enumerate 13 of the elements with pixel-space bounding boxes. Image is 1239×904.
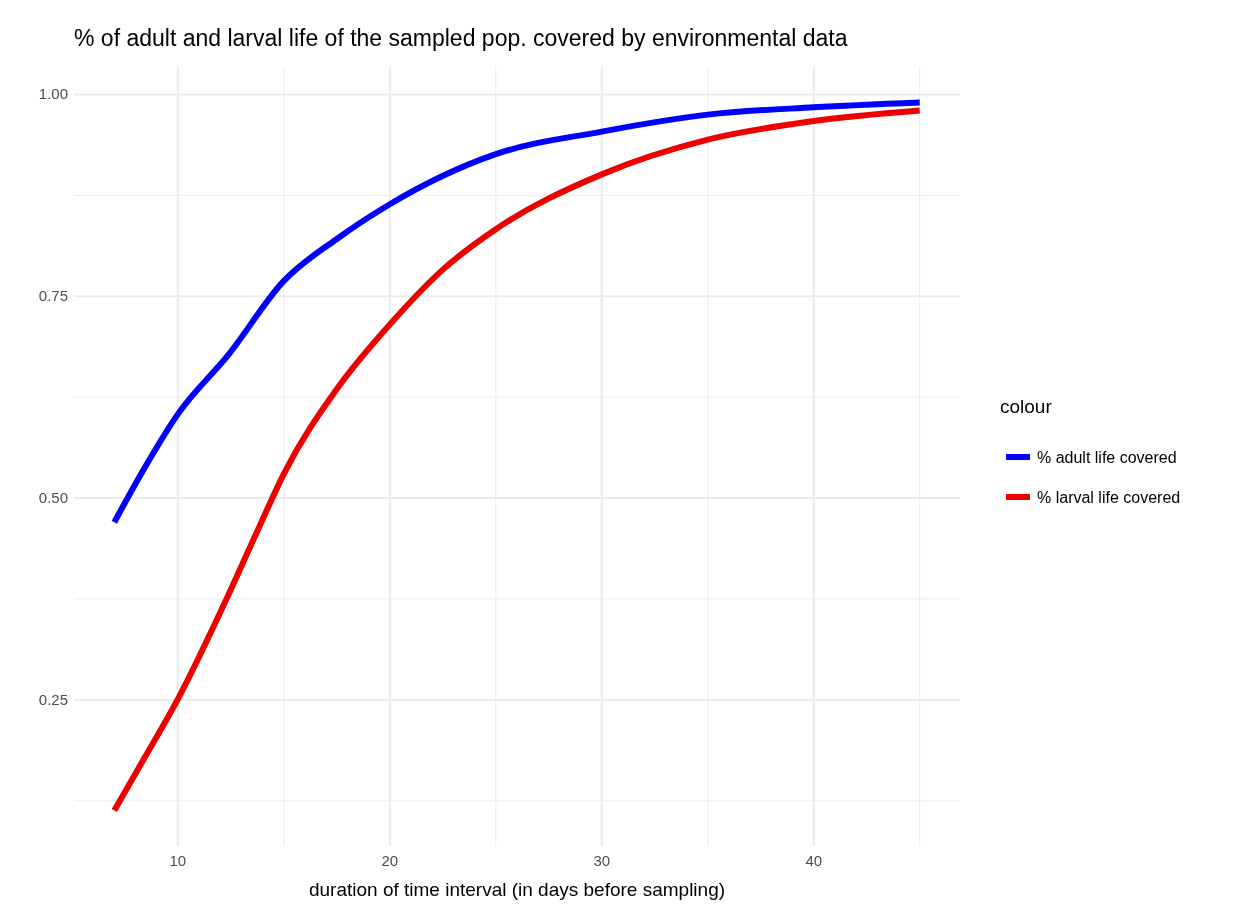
y-tick-label: 1.00: [38, 85, 68, 103]
chart-title: % of adult and larval life of the sampled pop. covered by environmental data: [74, 25, 848, 51]
y-tick-label: 0.50: [38, 489, 68, 507]
legend-title: colour: [1000, 396, 1053, 417]
y-tick-label: 0.75: [38, 287, 68, 305]
legend-label: % larval life covered: [1037, 489, 1181, 506]
x-axis-title: duration of time interval (in days before sampling): [308, 879, 726, 900]
y-tick-label: 0.25: [38, 690, 68, 708]
x-tick-label: 30: [593, 852, 611, 869]
legend-label: % adult life covered: [1037, 449, 1177, 466]
x-tick-label: 20: [381, 852, 399, 869]
x-tick-label: 40: [805, 852, 823, 869]
x-tick-label: 10: [169, 852, 187, 869]
